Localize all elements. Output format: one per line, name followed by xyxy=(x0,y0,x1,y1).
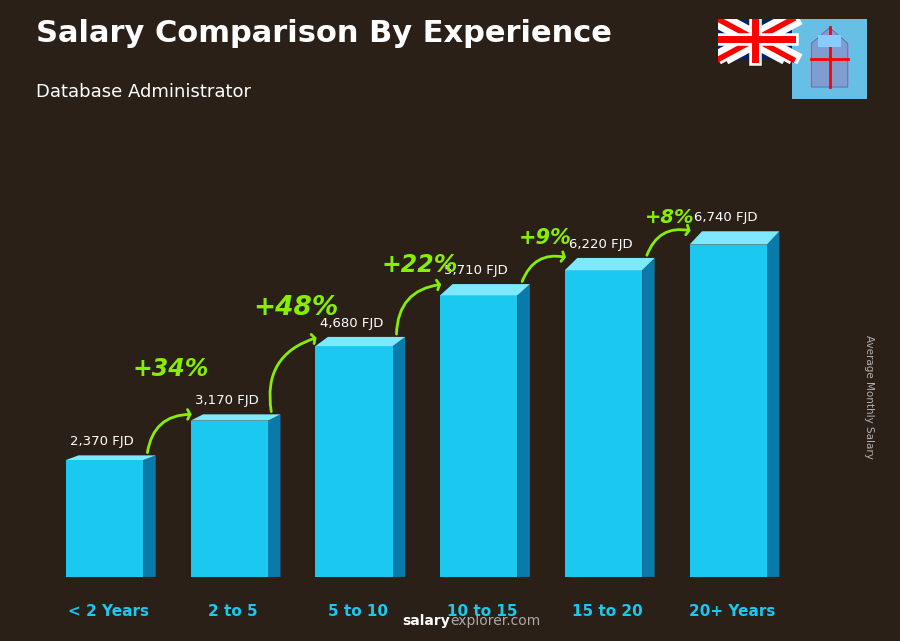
Text: 20+ Years: 20+ Years xyxy=(688,604,775,619)
Bar xyxy=(565,271,643,577)
Text: 5,710 FJD: 5,710 FJD xyxy=(445,264,508,277)
Text: 6,220 FJD: 6,220 FJD xyxy=(569,238,633,251)
Bar xyxy=(191,420,268,577)
Text: 6,740 FJD: 6,740 FJD xyxy=(694,212,758,224)
Polygon shape xyxy=(143,455,156,577)
Text: explorer.com: explorer.com xyxy=(450,614,540,628)
Polygon shape xyxy=(811,28,848,87)
Polygon shape xyxy=(392,337,405,577)
Polygon shape xyxy=(191,414,281,420)
Text: salary: salary xyxy=(402,614,450,628)
Text: +48%: +48% xyxy=(253,295,338,320)
Text: 2 to 5: 2 to 5 xyxy=(208,604,258,619)
Text: +22%: +22% xyxy=(382,253,458,278)
Bar xyxy=(315,346,392,577)
Text: 10 to 15: 10 to 15 xyxy=(447,604,518,619)
Polygon shape xyxy=(268,414,281,577)
Polygon shape xyxy=(518,284,530,577)
Bar xyxy=(689,245,767,577)
Polygon shape xyxy=(811,28,848,87)
Polygon shape xyxy=(66,455,156,460)
Text: +9%: +9% xyxy=(518,228,572,249)
Text: +8%: +8% xyxy=(645,208,695,227)
Polygon shape xyxy=(643,258,654,577)
Text: Database Administrator: Database Administrator xyxy=(36,83,251,101)
Text: Salary Comparison By Experience: Salary Comparison By Experience xyxy=(36,19,612,48)
Text: 5 to 10: 5 to 10 xyxy=(328,604,388,619)
Polygon shape xyxy=(767,231,779,577)
Text: 3,170 FJD: 3,170 FJD xyxy=(195,394,258,408)
Polygon shape xyxy=(565,258,654,271)
Text: 15 to 20: 15 to 20 xyxy=(572,604,643,619)
Polygon shape xyxy=(689,231,779,245)
Polygon shape xyxy=(440,284,530,296)
Text: 2,370 FJD: 2,370 FJD xyxy=(70,435,134,449)
Bar xyxy=(818,35,841,47)
Polygon shape xyxy=(315,337,405,346)
Bar xyxy=(440,296,517,577)
Bar xyxy=(793,19,867,99)
Text: < 2 Years: < 2 Years xyxy=(68,604,148,619)
Text: +34%: +34% xyxy=(132,357,209,381)
Text: 4,680 FJD: 4,680 FJD xyxy=(320,317,383,330)
Text: Average Monthly Salary: Average Monthly Salary xyxy=(863,335,874,460)
Bar xyxy=(66,460,143,577)
Bar xyxy=(718,19,793,60)
